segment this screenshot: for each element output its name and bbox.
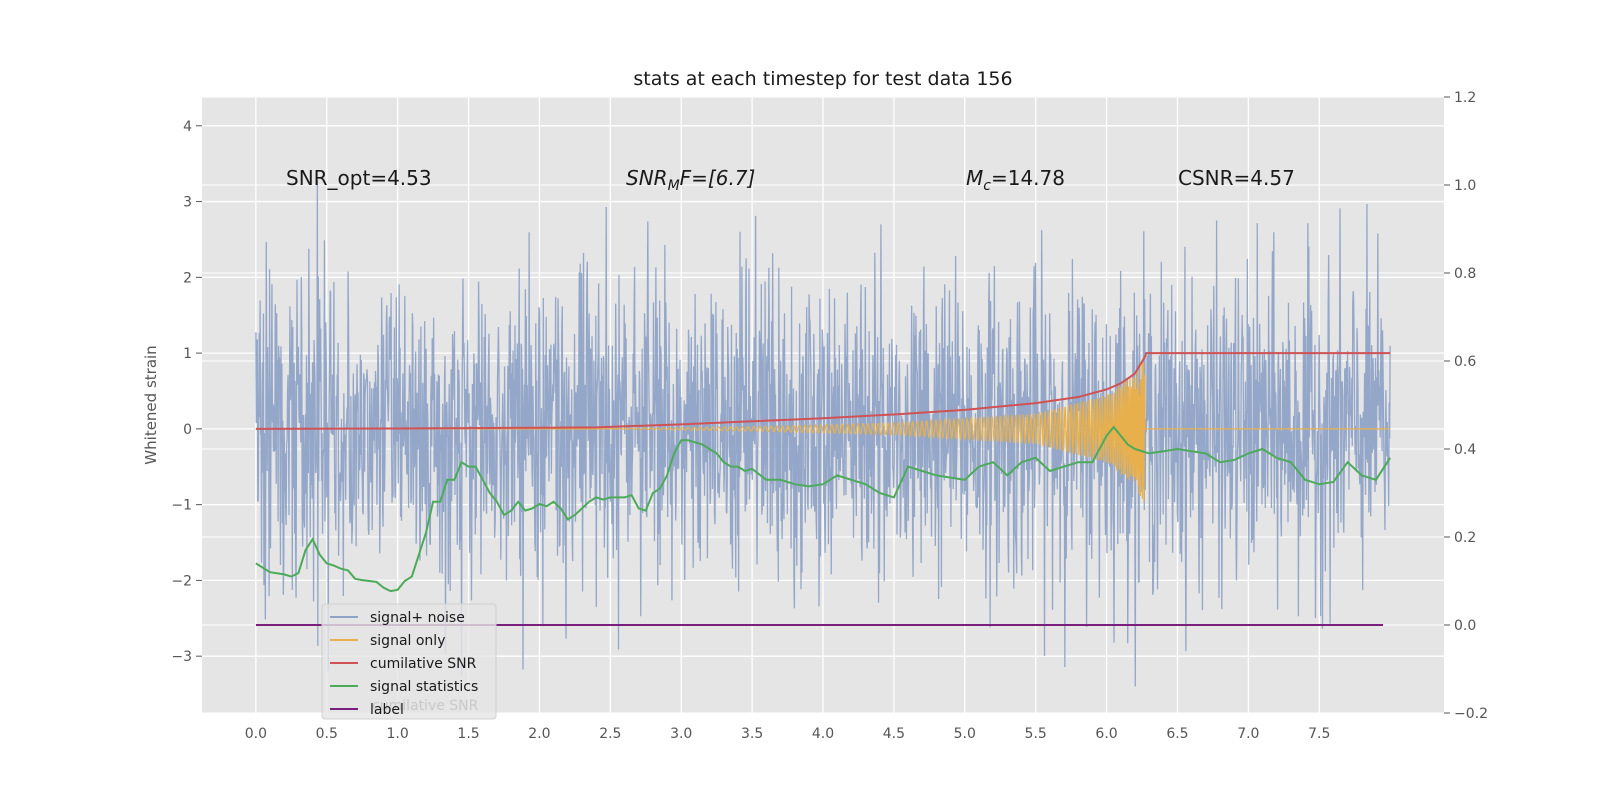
annotations: SNR_opt=4.53 SNRMF=[6.7] Mc=14.78 CSNR=4.57 xyxy=(286,166,1295,194)
x-tick-label: 3.0 xyxy=(670,726,692,742)
annotation-mc-rest: =14.78 xyxy=(991,166,1065,190)
x-tick-label: 2.0 xyxy=(528,726,550,742)
legend-entry: cumilative SNR xyxy=(370,656,477,672)
y-tick-label: −3 xyxy=(171,649,192,665)
y2-tick-label: 1.0 xyxy=(1454,178,1476,194)
y-tick-label: 2 xyxy=(183,270,192,286)
x-tick-label: 6.5 xyxy=(1166,726,1188,742)
series-signal-statistics xyxy=(255,425,1391,593)
x-tick-label: 0.0 xyxy=(245,726,267,742)
axes: 0.0 0.5 1.0 1.5 2.0 2.5 3.0 3.5 4.0 4.5 5.0 5.5 6.0 6… xyxy=(171,90,1488,742)
annotation-snr-mf-symbol: SNR xyxy=(626,166,668,190)
x-tick-label: 7.5 xyxy=(1308,726,1330,742)
y2-tick-label: 0.2 xyxy=(1454,530,1476,546)
legend: cumilative SNR signal+ noise signal only cu… xyxy=(321,603,497,720)
y-tick-label: 3 xyxy=(183,195,192,211)
y-axis-label: Whitened strain xyxy=(142,345,160,464)
y2-tick-label: 0.8 xyxy=(1454,266,1476,282)
annotation-mc-subscript: c xyxy=(983,178,991,194)
y2-tick-label: 1.2 xyxy=(1454,90,1476,106)
legend-entry: signal+ noise xyxy=(370,610,465,626)
annotation-snr-mf-rest: F=[6.7] xyxy=(680,166,756,190)
x-tick-label: 3.5 xyxy=(741,726,763,742)
legend-entry: signal only xyxy=(370,633,445,649)
legend-entry: label xyxy=(370,702,404,718)
x-tick-label: 1.0 xyxy=(387,726,409,742)
y-tick-label: 4 xyxy=(183,119,192,135)
annotation-snr-mf-subscript: M xyxy=(668,178,680,194)
x-tick-label: 2.5 xyxy=(599,726,621,742)
y2-tick-label: 0.0 xyxy=(1454,618,1476,634)
x-tick-label: 0.5 xyxy=(316,726,338,742)
legend-entry: signal statistics xyxy=(370,679,478,695)
y-tick-label: 1 xyxy=(183,346,192,362)
annotation-mc: Mc=14.78 xyxy=(966,166,1065,194)
chart-title: stats at each timestep for test data 156 xyxy=(633,68,1012,90)
series-signal-noise xyxy=(255,180,1391,687)
y2-tick-label: 0.4 xyxy=(1454,442,1476,458)
x-tick-label: 4.0 xyxy=(812,726,834,742)
x-tick-label: 4.5 xyxy=(883,726,905,742)
y-tick-label: 0 xyxy=(183,422,192,438)
annotation-snr-opt: SNR_opt=4.53 xyxy=(286,166,432,190)
legend-ghost-text: cumilative SNR xyxy=(372,698,479,714)
x-tick-label: 6.0 xyxy=(1095,726,1117,742)
annotation-snr-mf: SNRMF=[6.7] xyxy=(626,166,755,194)
y-tick-label: −1 xyxy=(171,498,192,514)
annotation-mc-symbol: M xyxy=(966,166,983,190)
y2-tick-label: 0.6 xyxy=(1454,354,1476,370)
x-tick-label: 7.0 xyxy=(1237,726,1259,742)
y2-tick-label: −0.2 xyxy=(1454,706,1488,722)
series-cumilative-snr xyxy=(255,352,1391,430)
x-tick-label: 1.5 xyxy=(457,726,479,742)
legend-box xyxy=(321,603,497,720)
y-tick-label: −2 xyxy=(171,573,192,589)
x-tick-label: 5.5 xyxy=(1025,726,1047,742)
annotation-csnr: CSNR=4.57 xyxy=(1178,166,1295,190)
x-tick-label: 5.0 xyxy=(954,726,976,742)
